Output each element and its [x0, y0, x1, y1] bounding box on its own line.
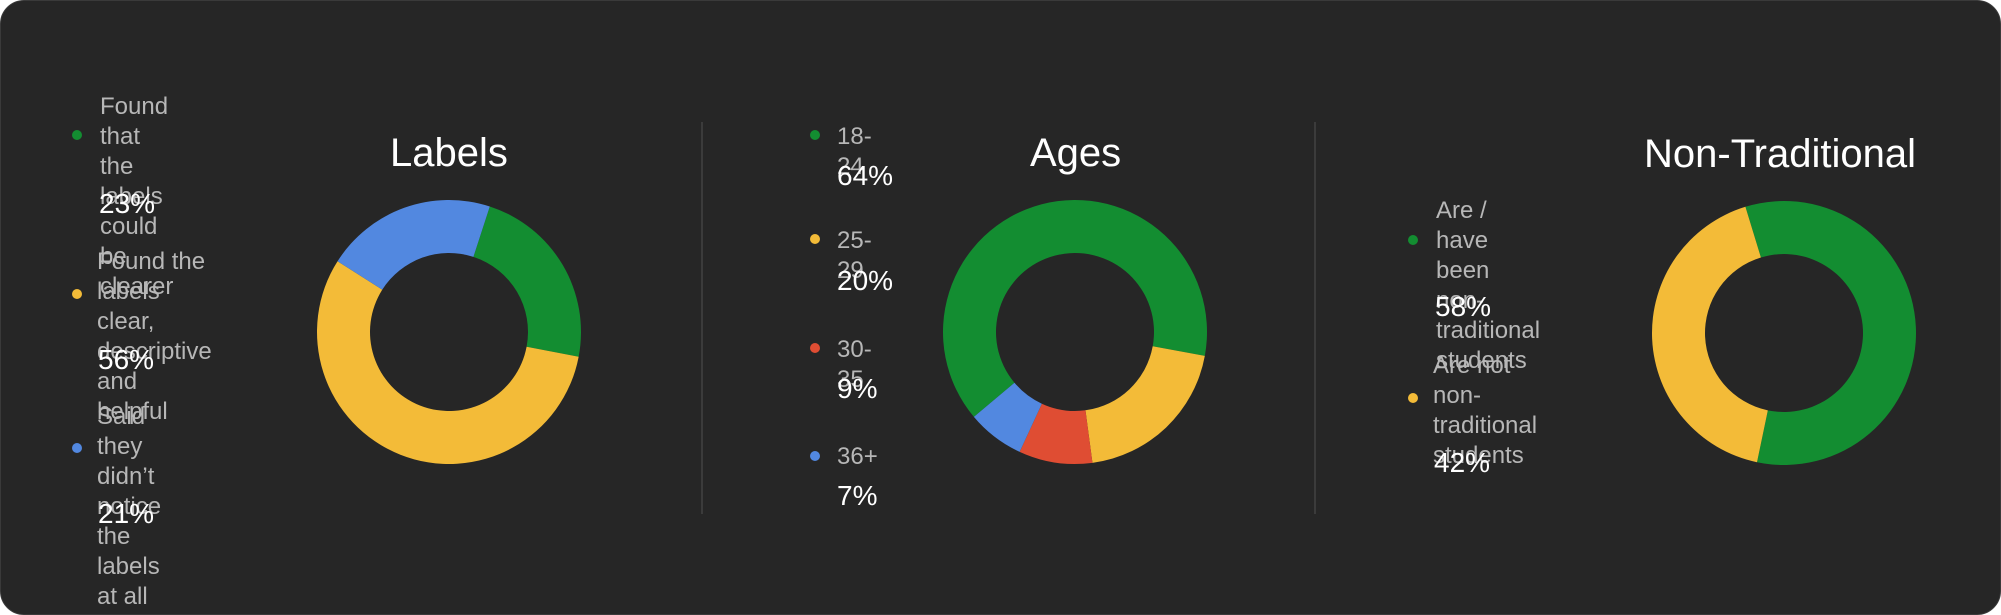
- legend-dot: [72, 289, 82, 299]
- legend-percent: 58%: [1435, 291, 1492, 322]
- legend-dot: [72, 130, 82, 140]
- legend-label: 30-35: [837, 336, 872, 393]
- chart-title-non-traditional: Non-Traditional: [1644, 132, 1916, 176]
- legend-dot: [72, 443, 82, 453]
- donut-slice: [473, 206, 581, 357]
- legend-percent: 23%: [99, 188, 156, 219]
- legend-label: 18-24: [837, 123, 872, 180]
- legend-label: Found that the labels could be clearer: [100, 93, 174, 300]
- section-divider: [1314, 122, 1316, 514]
- donut-slice: [943, 199, 1207, 417]
- legend-label: Are not non- traditional students: [1433, 352, 1538, 469]
- donut-slice: [1019, 403, 1093, 464]
- donut-chart-non-traditional: [1652, 201, 1916, 466]
- legend-label: 25-29: [837, 227, 872, 284]
- legend-label: Found the labels clear, descriptive and …: [97, 248, 212, 425]
- donut-slice: [317, 261, 579, 464]
- legend-percent: 20%: [837, 265, 894, 296]
- donut-slice: [1745, 201, 1916, 466]
- legend-percent: 21%: [98, 498, 155, 529]
- donut-slice: [973, 382, 1042, 452]
- legend-dot: [1408, 393, 1418, 403]
- legend-dot: [810, 130, 820, 140]
- legend-percent: 42%: [1434, 447, 1491, 478]
- legend-label: Are / have been non-traditional students: [1436, 197, 1541, 374]
- donut-slice: [337, 200, 490, 290]
- legend-percent: 64%: [837, 160, 894, 191]
- legend-dot: [810, 234, 820, 244]
- chart-title-ages: Ages: [1030, 131, 1122, 175]
- donut-chart-ages: [943, 199, 1207, 464]
- legend-label: Said they didn’t notice the labels at al…: [97, 403, 162, 610]
- legend-dot: [1408, 235, 1418, 245]
- donut-chart-labels: [317, 200, 581, 464]
- legend-percent: 7%: [837, 480, 878, 511]
- legend-label: 36+: [837, 443, 878, 470]
- legend-dot: [810, 343, 820, 353]
- legend-percent: 9%: [837, 373, 878, 404]
- section-divider: [701, 122, 703, 514]
- legend-percent: 56%: [98, 344, 155, 375]
- chart-title-labels: Labels: [390, 131, 508, 175]
- donut-slice: [1652, 206, 1768, 463]
- donut-slice: [1085, 346, 1205, 463]
- legend-dot: [810, 451, 820, 461]
